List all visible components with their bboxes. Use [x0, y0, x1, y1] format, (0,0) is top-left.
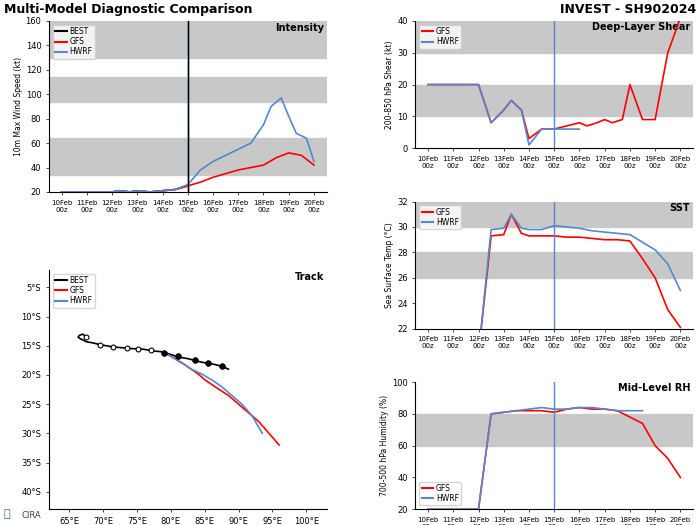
Bar	[49, 21, 327, 58]
Y-axis label: Sea Surface Temp (°C): Sea Surface Temp (°C)	[386, 222, 394, 308]
Text: SST: SST	[670, 203, 690, 213]
Legend: GFS, HWRF: GFS, HWRF	[419, 205, 461, 229]
Text: CIRA: CIRA	[21, 511, 41, 520]
Bar	[415, 85, 693, 117]
Text: Mid-Level RH: Mid-Level RH	[617, 383, 690, 393]
Text: INVEST - SH902024: INVEST - SH902024	[560, 3, 696, 16]
Legend: BEST, GFS, HWRF: BEST, GFS, HWRF	[52, 274, 95, 308]
Text: Track: Track	[295, 272, 324, 282]
Bar	[415, 21, 693, 53]
Legend: GFS, HWRF: GFS, HWRF	[419, 482, 461, 506]
Bar	[49, 77, 327, 102]
Bar	[415, 202, 693, 227]
Bar	[415, 253, 693, 278]
Text: Intensity: Intensity	[275, 23, 324, 33]
Y-axis label: 10m Max Wind Speed (kt): 10m Max Wind Speed (kt)	[14, 57, 22, 156]
Bar	[415, 414, 693, 446]
Text: Multi-Model Diagnostic Comparison: Multi-Model Diagnostic Comparison	[4, 3, 252, 16]
Legend: GFS, HWRF: GFS, HWRF	[419, 25, 461, 48]
Bar	[49, 138, 327, 175]
Text: ⦾: ⦾	[4, 509, 10, 519]
Text: Deep-Layer Shear: Deep-Layer Shear	[592, 22, 690, 32]
Y-axis label: 700-500 hPa Humidity (%): 700-500 hPa Humidity (%)	[380, 395, 389, 496]
Legend: BEST, GFS, HWRF: BEST, GFS, HWRF	[52, 25, 95, 59]
Y-axis label: 200-850 hPa Shear (kt): 200-850 hPa Shear (kt)	[386, 40, 394, 129]
